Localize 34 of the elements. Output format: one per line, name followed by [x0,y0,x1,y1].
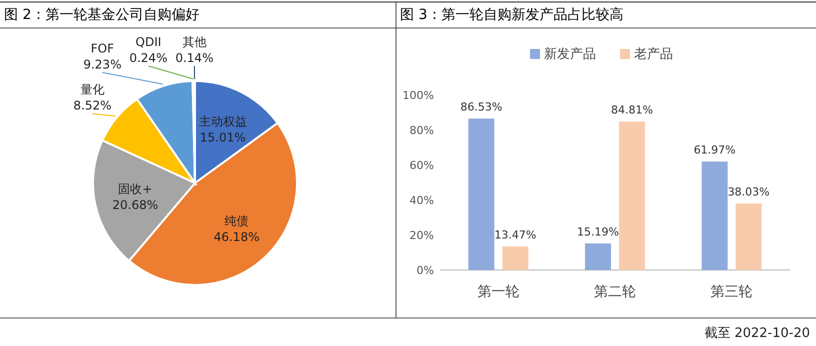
y-tick-label: 80% [410,124,434,137]
slice-label: 主动权益 [198,114,247,128]
data-label: 46.18% [214,230,260,244]
slice-label: 其他 [182,35,206,49]
data-label: 38.03% [728,185,770,198]
chart-title: 图 3：第一轮自购新发产品占比较高 [400,7,624,23]
data-label: 84.81% [611,104,653,117]
data-label: 15.01% [200,130,246,144]
data-label: 0.14% [175,51,214,65]
data-label: 13.47% [494,228,536,242]
y-tick-label: 100% [402,89,434,102]
y-tick-label: 20% [410,229,434,242]
data-label: 9.23% [83,58,122,72]
slice-label: QDII [136,35,162,50]
data-label: 61.97% [694,144,736,157]
legend-label: 老产品 [634,47,673,62]
data-label: 15.19% [577,225,619,238]
slice-label: FOF [90,42,114,56]
slice-label: 固收+ [118,182,152,196]
slice-label: 纯债 [224,214,249,228]
data-label: 86.53% [460,100,502,114]
slice-label: 量化 [80,82,104,97]
x-tick-label: 第三轮 [710,284,753,300]
data-label: 0.24% [129,51,168,66]
y-tick-label: 40% [410,194,434,207]
data-label: 20.68% [112,198,158,212]
y-tick-label: 60% [410,159,434,172]
y-tick-label: 0% [416,264,434,277]
x-tick-label: 第二轮 [594,284,636,300]
text: 截至 2022-10-20 [704,326,810,341]
data-label: 8.52% [73,98,112,113]
legend-label: 新发产品 [544,47,596,62]
x-tick-label: 第一轮 [477,284,520,300]
chart-title: 图 2：第一轮基金公司自购偏好 [4,7,200,23]
